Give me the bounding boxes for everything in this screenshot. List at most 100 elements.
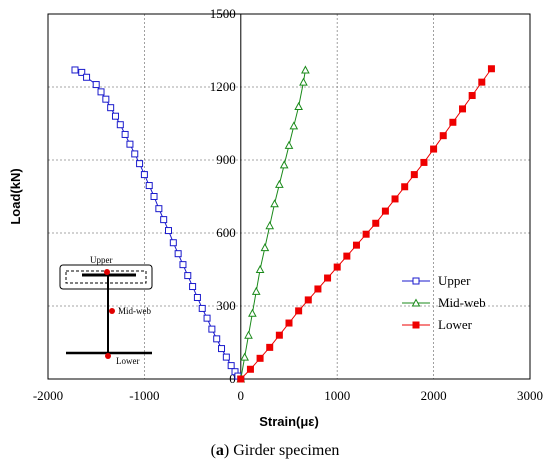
data-point (131, 150, 139, 158)
data-point (179, 261, 187, 269)
data-point (155, 205, 163, 213)
x-tick-labels: -2000 -1000 0 1000 2000 3000 (33, 388, 543, 403)
data-point (295, 307, 303, 315)
data-point (251, 286, 261, 295)
data-point (275, 331, 283, 339)
gridlines (48, 14, 530, 379)
data-point (121, 130, 129, 138)
legend-marker (412, 321, 420, 329)
legend-label: Upper (438, 273, 471, 288)
data-point (169, 239, 177, 247)
data-point (478, 78, 486, 86)
x-tick-label: -1000 (129, 388, 159, 403)
x-tick-label: 3000 (517, 388, 543, 403)
data-point (266, 343, 274, 351)
data-point (111, 112, 119, 120)
data-point (299, 77, 308, 86)
lower-gauge (105, 353, 111, 359)
x-tick-label: -2000 (33, 388, 63, 403)
mid-web-gauge (109, 308, 115, 314)
data-point (92, 81, 100, 89)
data-point (285, 319, 293, 327)
data-point (304, 296, 312, 304)
inset-lower-label: Lower (116, 356, 140, 366)
data-point (244, 330, 253, 339)
load-strain-chart: -2000 -1000 0 1000 2000 3000 0 300 600 900 1200 15… (8, 6, 543, 429)
data-point (184, 272, 192, 280)
y-tick-label: 1500 (210, 6, 236, 21)
legend-marker (412, 277, 420, 285)
data-point (198, 304, 206, 312)
y-tick-label: 0 (229, 371, 236, 386)
data-point (126, 140, 134, 148)
data-point (83, 73, 91, 81)
series-line (240, 69, 306, 380)
data-point (362, 230, 370, 238)
data-point (248, 308, 257, 317)
data-point (227, 362, 235, 370)
inset-upper-label: Upper (90, 255, 113, 265)
data-point (255, 264, 265, 273)
data-point (391, 195, 399, 203)
data-point (430, 145, 438, 153)
data-point (449, 118, 457, 126)
data-point (78, 68, 86, 76)
data-point (165, 227, 172, 235)
caption-tag: a (215, 442, 224, 459)
inset-mid-label: Mid-web (118, 306, 151, 316)
data-point (193, 293, 201, 301)
legend-marker (411, 298, 421, 307)
cross-section-inset: Upper Mid-web Lower (59, 255, 153, 366)
figure-caption: (a) Girder specimen (210, 442, 340, 459)
data-point (140, 171, 148, 179)
data-point (284, 140, 294, 149)
data-point (468, 92, 476, 100)
data-point (343, 252, 351, 260)
data-point (301, 65, 310, 74)
data-point (174, 250, 182, 258)
legend-label: Mid-web (438, 295, 486, 310)
data-point (459, 105, 467, 113)
data-point (203, 314, 211, 322)
y-axis-label: Load(kN) (8, 168, 23, 224)
data-point (71, 66, 79, 74)
data-point (324, 274, 332, 282)
plot-frame (47, 13, 531, 380)
data-point (401, 183, 409, 191)
caption-text: Girder specimen (233, 442, 340, 459)
y-tick-label: 900 (216, 152, 236, 167)
series-mid-web (236, 65, 310, 383)
data-point (102, 95, 110, 103)
y-tick-label: 300 (216, 298, 236, 313)
data-point (279, 160, 289, 169)
series-layer (71, 65, 495, 383)
data-point (333, 263, 341, 271)
data-point (145, 182, 153, 190)
legend: Upper Mid-web Lower (402, 273, 486, 332)
x-tick-label: 2000 (421, 388, 447, 403)
data-point (150, 193, 158, 200)
data-point (487, 65, 495, 73)
data-point (265, 221, 275, 230)
data-point (213, 335, 221, 343)
data-point (420, 158, 428, 166)
data-point (260, 243, 270, 252)
y-tick-labels: 0 300 600 900 1200 1500 (210, 6, 236, 386)
data-point (270, 199, 279, 208)
data-point (275, 179, 284, 188)
data-point (237, 375, 245, 383)
data-point (107, 104, 115, 112)
legend-label: Lower (438, 317, 473, 332)
data-point (208, 325, 216, 333)
x-tick-label: 0 (238, 388, 245, 403)
x-axis-label: Strain(με) (259, 414, 319, 429)
x-tick-label: 1000 (324, 388, 350, 403)
data-point (97, 88, 105, 96)
data-point (372, 219, 380, 227)
upper-gauge (104, 269, 110, 275)
data-point (189, 283, 197, 291)
data-point (294, 101, 303, 110)
data-point (289, 121, 299, 130)
flange-outline (59, 264, 153, 290)
data-point (410, 171, 418, 179)
